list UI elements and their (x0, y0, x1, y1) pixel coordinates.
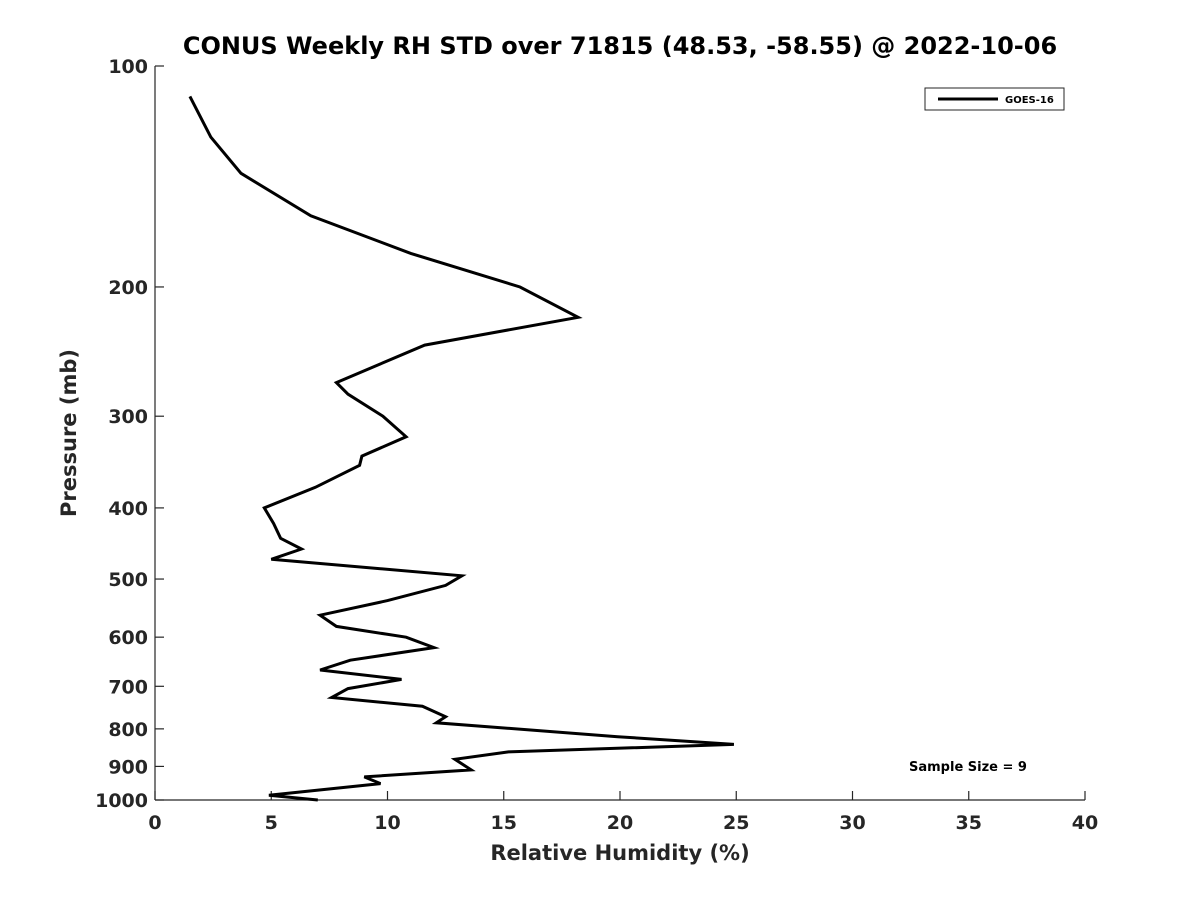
y-tick-label: 300 (108, 406, 148, 428)
series-layer (188, 95, 734, 802)
x-tick-label: 20 (607, 812, 633, 834)
y-tick-label: 400 (108, 498, 148, 520)
x-tick-label: 15 (491, 812, 517, 834)
y-axis-ticks: 100 200 300 400 500 600 700 800 900 1000 (95, 56, 164, 812)
x-tick-label: 5 (265, 812, 278, 834)
y-tick-label: 900 (108, 756, 148, 778)
legend: GOES-16 (924, 87, 1065, 111)
y-tick-label: 100 (108, 56, 148, 78)
x-tick-label: 35 (956, 812, 982, 834)
x-tick-label: 0 (148, 812, 161, 834)
y-tick-label: 1000 (95, 790, 148, 812)
sample-size-annotation: Sample Size = 9 (909, 760, 1027, 775)
y-axis-label: Pressure (mb) (57, 349, 81, 517)
x-axis-label: Relative Humidity (%) (490, 841, 749, 865)
y-tick-label: 200 (108, 277, 148, 299)
y-tick-label: 800 (108, 719, 148, 741)
x-axis-ticks: 0 5 10 15 20 25 30 35 40 (148, 791, 1098, 834)
chart-title: CONUS Weekly RH STD over 71815 (48.53, -… (183, 32, 1057, 60)
y-tick-label: 500 (108, 569, 148, 591)
x-tick-label: 25 (723, 812, 749, 834)
x-tick-label: 40 (1072, 812, 1098, 834)
series-line-goes-16 (188, 95, 734, 802)
legend-entry-goes-16: GOES-16 (1005, 95, 1054, 106)
x-tick-label: 10 (374, 812, 400, 834)
x-tick-label: 30 (839, 812, 865, 834)
y-tick-label: 600 (108, 627, 148, 649)
y-tick-label: 700 (108, 676, 148, 698)
